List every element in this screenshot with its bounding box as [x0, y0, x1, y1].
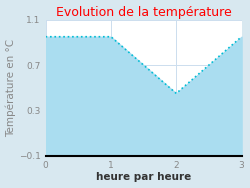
Y-axis label: Température en °C: Température en °C — [6, 39, 16, 137]
Title: Evolution de la température: Evolution de la température — [56, 6, 232, 19]
X-axis label: heure par heure: heure par heure — [96, 172, 191, 182]
